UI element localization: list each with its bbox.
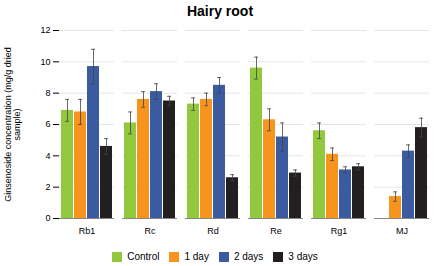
html-text:2 days: 2 days: [233, 251, 264, 262]
svg-text:4: 4: [45, 151, 50, 161]
svg-text:Rg1: Rg1: [331, 226, 348, 236]
svg-text:MJ: MJ: [396, 226, 408, 236]
svg-text:6: 6: [45, 119, 50, 129]
svg-text:Ginsenoside concentration (mg/: Ginsenoside concentration (mg/g driedsam…: [3, 47, 22, 202]
svg-text:Re: Re: [270, 226, 282, 236]
html-text:Control: Control: [127, 251, 160, 262]
svg-text:Rd: Rd: [207, 226, 219, 236]
html-text:3 days: 3 days: [288, 251, 318, 262]
svg-text:2: 2: [45, 182, 50, 192]
svg-text:Rc: Rc: [145, 226, 156, 236]
svg-text:8: 8: [45, 88, 50, 98]
svg-text:12: 12: [40, 25, 50, 35]
svg-text:Rb1: Rb1: [79, 226, 96, 236]
html-text:1 day: 1 day: [184, 251, 209, 262]
html-text:Hairy root: Hairy root: [186, 3, 254, 19]
svg-text:10: 10: [40, 57, 50, 67]
svg-text:0: 0: [45, 213, 50, 223]
